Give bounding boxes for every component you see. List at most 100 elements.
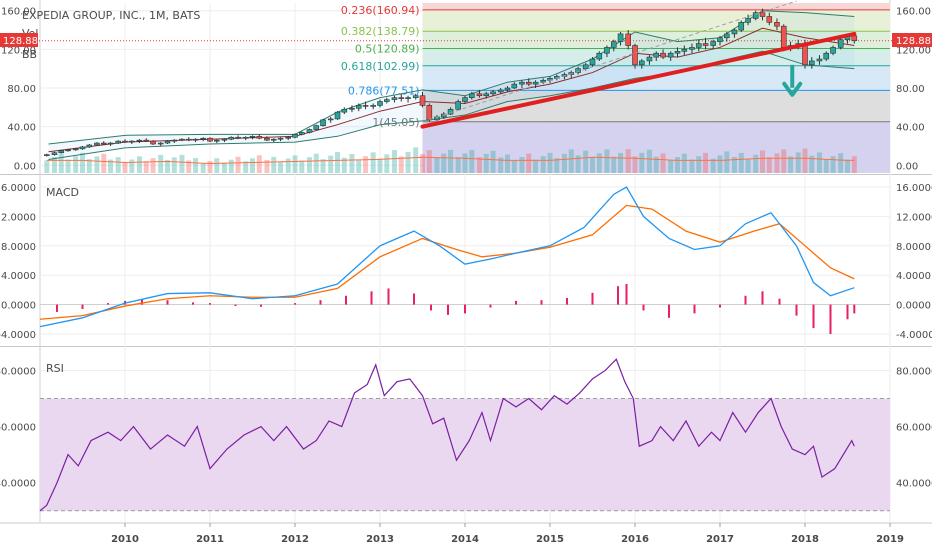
candle-body: [398, 97, 405, 99]
fib-zone: [422, 3, 890, 10]
volume-bar: [575, 155, 581, 173]
rsi-line: [39, 358, 855, 512]
fib-level-label: 0.382(138.79): [341, 25, 420, 38]
volume-bar: [101, 153, 107, 173]
candle-body: [504, 87, 511, 91]
rsi-tick-right: 40.0000: [896, 479, 932, 490]
volume-bar: [753, 154, 759, 173]
volume-bar: [469, 150, 475, 173]
price-tick-left: 40.00: [7, 123, 36, 134]
macd-histogram-bar: [778, 298, 781, 305]
candle-body: [830, 47, 836, 54]
volume-bar: [158, 154, 164, 173]
axes: 160.00 160.00 120.00 120.00 80.00 80.00 40.00 4…: [0, 7, 932, 545]
volume-bar: [802, 148, 808, 173]
candle-body: [242, 136, 249, 139]
candle-body: [228, 136, 235, 140]
macd-histogram-bar: [387, 288, 390, 305]
volume-bar: [228, 159, 234, 173]
candle-body: [298, 132, 305, 135]
price-badge-left: 128.88: [0, 33, 38, 47]
macd-histogram-bar: [829, 304, 832, 334]
volume-bar: [420, 154, 425, 173]
candle-body: [100, 142, 107, 145]
candle-body: [94, 142, 100, 146]
volume-bar: [341, 157, 347, 173]
macd-tick-right: -4.0000: [896, 330, 932, 341]
candle-body: [596, 52, 603, 60]
candle-body: [341, 108, 348, 113]
price-tick-left: 80.00: [7, 84, 36, 95]
macd-histogram-bar: [591, 292, 594, 305]
volume-bar: [845, 159, 850, 173]
volume-bar: [710, 158, 716, 173]
candle-body: [532, 81, 539, 85]
volume-bar: [150, 158, 156, 173]
candle-body: [136, 139, 143, 142]
candle-body: [320, 119, 326, 126]
candle-body: [214, 139, 220, 142]
volume-bar: [51, 157, 57, 173]
rsi-pane: [39, 358, 855, 512]
candle-body: [426, 105, 433, 121]
volume-bar: [774, 153, 780, 173]
volume-bar: [80, 152, 85, 173]
volume-bar: [86, 159, 92, 173]
macd-histogram-bar: [81, 304, 84, 309]
volume-bar: [462, 153, 468, 173]
candle-body: [383, 99, 390, 102]
macd-histogram-bar: [464, 304, 466, 314]
volume-bar: [434, 157, 440, 173]
macd-histogram-bar: [719, 304, 721, 308]
volume-bar: [122, 162, 128, 173]
trend-line-main: [420, 31, 857, 129]
candle-body: [660, 52, 666, 58]
volume-bar: [554, 158, 560, 173]
macd-histogram-bar: [625, 284, 628, 305]
volume-bar: [370, 152, 376, 173]
volume-bars: [44, 147, 857, 173]
volume-bar: [632, 156, 638, 173]
volume-bar: [660, 153, 666, 173]
volume-bar: [689, 159, 695, 173]
volume-bar: [143, 161, 149, 173]
macd-pane: [39, 186, 890, 334]
candle-body: [851, 35, 858, 41]
candle-body: [702, 43, 709, 46]
volume-bar: [618, 152, 624, 173]
volume-bar: [604, 149, 610, 173]
volume-bar: [448, 149, 454, 173]
candle-body: [752, 12, 759, 19]
volume-bar: [349, 153, 355, 173]
volume-ma-line: [46, 156, 855, 165]
volume-bar: [830, 156, 836, 173]
macd-tick-right: 8.0000: [896, 242, 931, 253]
macd-tick-right: 0.0000: [896, 301, 931, 312]
fib-level-label: 0.5(120.89): [355, 43, 420, 56]
fib-zone: [422, 90, 890, 122]
volume-bar: [483, 153, 489, 173]
volume-bar: [696, 156, 702, 173]
volume-bar: [207, 161, 213, 173]
volume-bar: [724, 151, 730, 173]
volume-bar: [526, 153, 532, 173]
candle-body: [462, 97, 468, 102]
candle-body: [717, 37, 723, 42]
candle-body: [759, 12, 766, 17]
candle-body: [355, 105, 362, 109]
volume-bar: [186, 160, 192, 173]
candle-body: [65, 149, 71, 152]
volume-bar: [568, 149, 574, 173]
macd-histogram-bar: [642, 304, 645, 311]
candle-body: [207, 137, 213, 142]
time-tick-label: 2010: [111, 534, 139, 545]
volume-bar: [788, 156, 794, 173]
price-badge-left-text: 128.88: [3, 36, 38, 47]
volume-bar: [285, 158, 291, 173]
macd-histogram-bar: [795, 304, 798, 316]
time-tick-label: 2017: [706, 534, 734, 545]
volume-bar: [646, 149, 652, 173]
rsi-band-fill: [40, 398, 890, 511]
volume-bar: [256, 155, 262, 173]
volume-bar: [611, 156, 617, 173]
